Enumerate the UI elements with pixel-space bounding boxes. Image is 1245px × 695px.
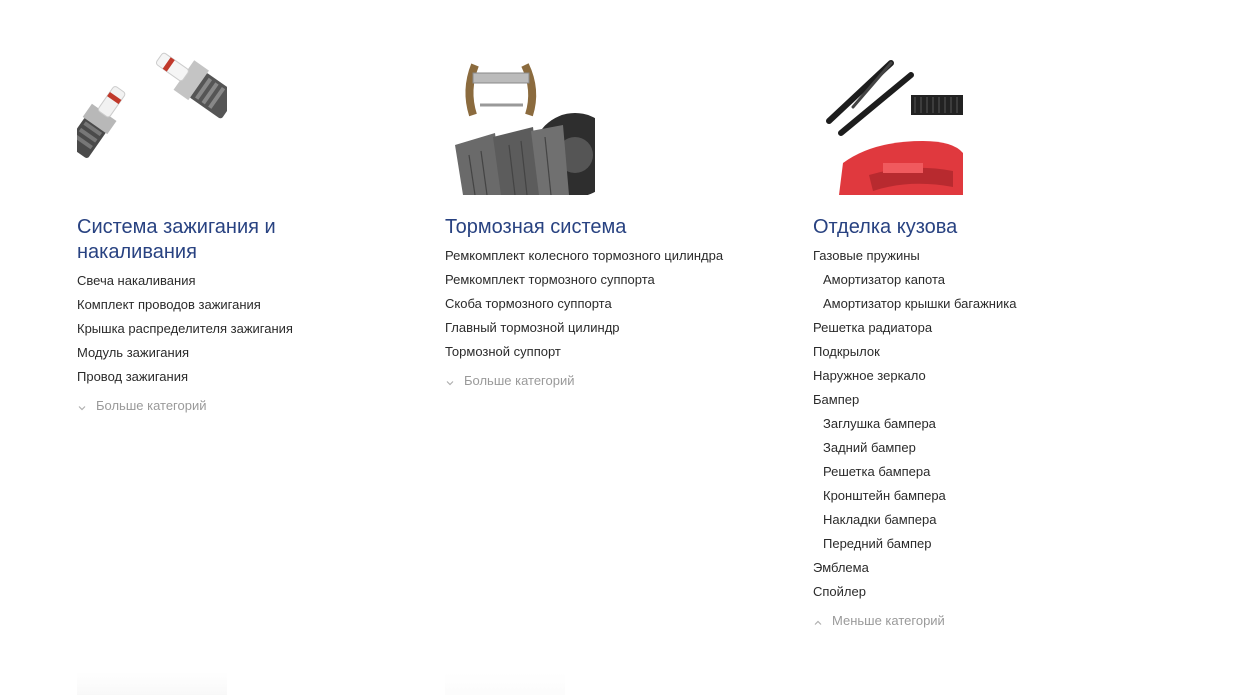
chevron-up-icon bbox=[813, 616, 823, 626]
subcategory-link[interactable]: Накладки бампера bbox=[823, 512, 937, 527]
category-title[interactable]: Система зажигания и накаливания bbox=[77, 216, 276, 263]
subcategory-link[interactable]: Эмблема bbox=[813, 560, 869, 575]
subcategory-link[interactable]: Наружное зеркало bbox=[813, 368, 926, 383]
subcategory-link[interactable]: Ремкомплект тормозного суппорта bbox=[445, 272, 655, 287]
subcategory-link[interactable]: Тормозной суппорт bbox=[445, 344, 561, 359]
subcategory-link[interactable]: Главный тормозной цилиндр bbox=[445, 320, 620, 335]
next-category-image-partial bbox=[445, 672, 565, 695]
subcategory-list: Газовые пружины Амортизатор капота Аморт… bbox=[813, 244, 1143, 604]
subcategory-link[interactable]: Бампер bbox=[813, 392, 860, 407]
subcategory-link[interactable]: Провод зажигания bbox=[77, 369, 189, 384]
subcategory-link[interactable]: Ремкомплект колесного тормозного цилиндр… bbox=[445, 248, 724, 263]
spark-plug-image[interactable] bbox=[77, 45, 227, 195]
subcategory-link[interactable]: Крышка распределителя зажигания bbox=[77, 321, 293, 336]
subcategory-list: Ремкомплект колесного тормозного цилиндр… bbox=[445, 244, 775, 364]
category-ignition: Система зажигания и накаливания Свеча на… bbox=[77, 45, 407, 414]
subcategory-link[interactable]: Амортизатор капота bbox=[823, 272, 946, 287]
less-categories-toggle[interactable]: Меньше категорий bbox=[813, 613, 1143, 629]
subcategory-link[interactable]: Решетка радиатора bbox=[813, 320, 933, 335]
category-title[interactable]: Отделка кузова bbox=[813, 216, 958, 238]
subcategory-link[interactable]: Заглушка бампера bbox=[823, 416, 936, 431]
subcategory-link[interactable]: Комплект проводов зажигания bbox=[77, 297, 261, 312]
category-brakes: Тормозная система Ремкомплект колесного … bbox=[445, 45, 775, 389]
subcategory-link[interactable]: Кронштейн бампера bbox=[823, 488, 946, 503]
more-categories-toggle[interactable]: Больше категорий bbox=[77, 398, 407, 414]
subcategory-link[interactable]: Свеча накаливания bbox=[77, 273, 196, 288]
subcategory-list: Свеча накаливания Комплект проводов зажи… bbox=[77, 269, 407, 389]
category-title[interactable]: Тормозная система bbox=[445, 216, 627, 238]
chevron-down-icon bbox=[77, 401, 87, 411]
toggle-label: Больше категорий bbox=[464, 373, 575, 388]
more-categories-toggle[interactable]: Больше категорий bbox=[445, 373, 775, 389]
subcategory-link[interactable]: Подкрылок bbox=[813, 344, 880, 359]
subcategory-link[interactable]: Решетка бампера bbox=[823, 464, 931, 479]
brake-parts-image[interactable] bbox=[445, 45, 595, 195]
subcategory-link[interactable]: Передний бампер bbox=[823, 536, 932, 551]
body-parts-image[interactable] bbox=[813, 45, 963, 195]
subcategory-link[interactable]: Амортизатор крышки багажника bbox=[823, 296, 1017, 311]
next-category-image-partial bbox=[77, 672, 227, 695]
subcategory-link[interactable]: Скоба тормозного суппорта bbox=[445, 296, 612, 311]
chevron-down-icon bbox=[445, 376, 455, 386]
subcategory-link[interactable]: Задний бампер bbox=[823, 440, 916, 455]
subcategory-link[interactable]: Спойлер bbox=[813, 584, 866, 599]
subcategory-link[interactable]: Модуль зажигания bbox=[77, 345, 190, 360]
toggle-label: Меньше категорий bbox=[832, 613, 945, 628]
subcategory-link[interactable]: Газовые пружины bbox=[813, 248, 920, 263]
toggle-label: Больше категорий bbox=[96, 398, 207, 413]
category-body-trim: Отделка кузова Газовые пружины Амортизат… bbox=[813, 45, 1143, 629]
